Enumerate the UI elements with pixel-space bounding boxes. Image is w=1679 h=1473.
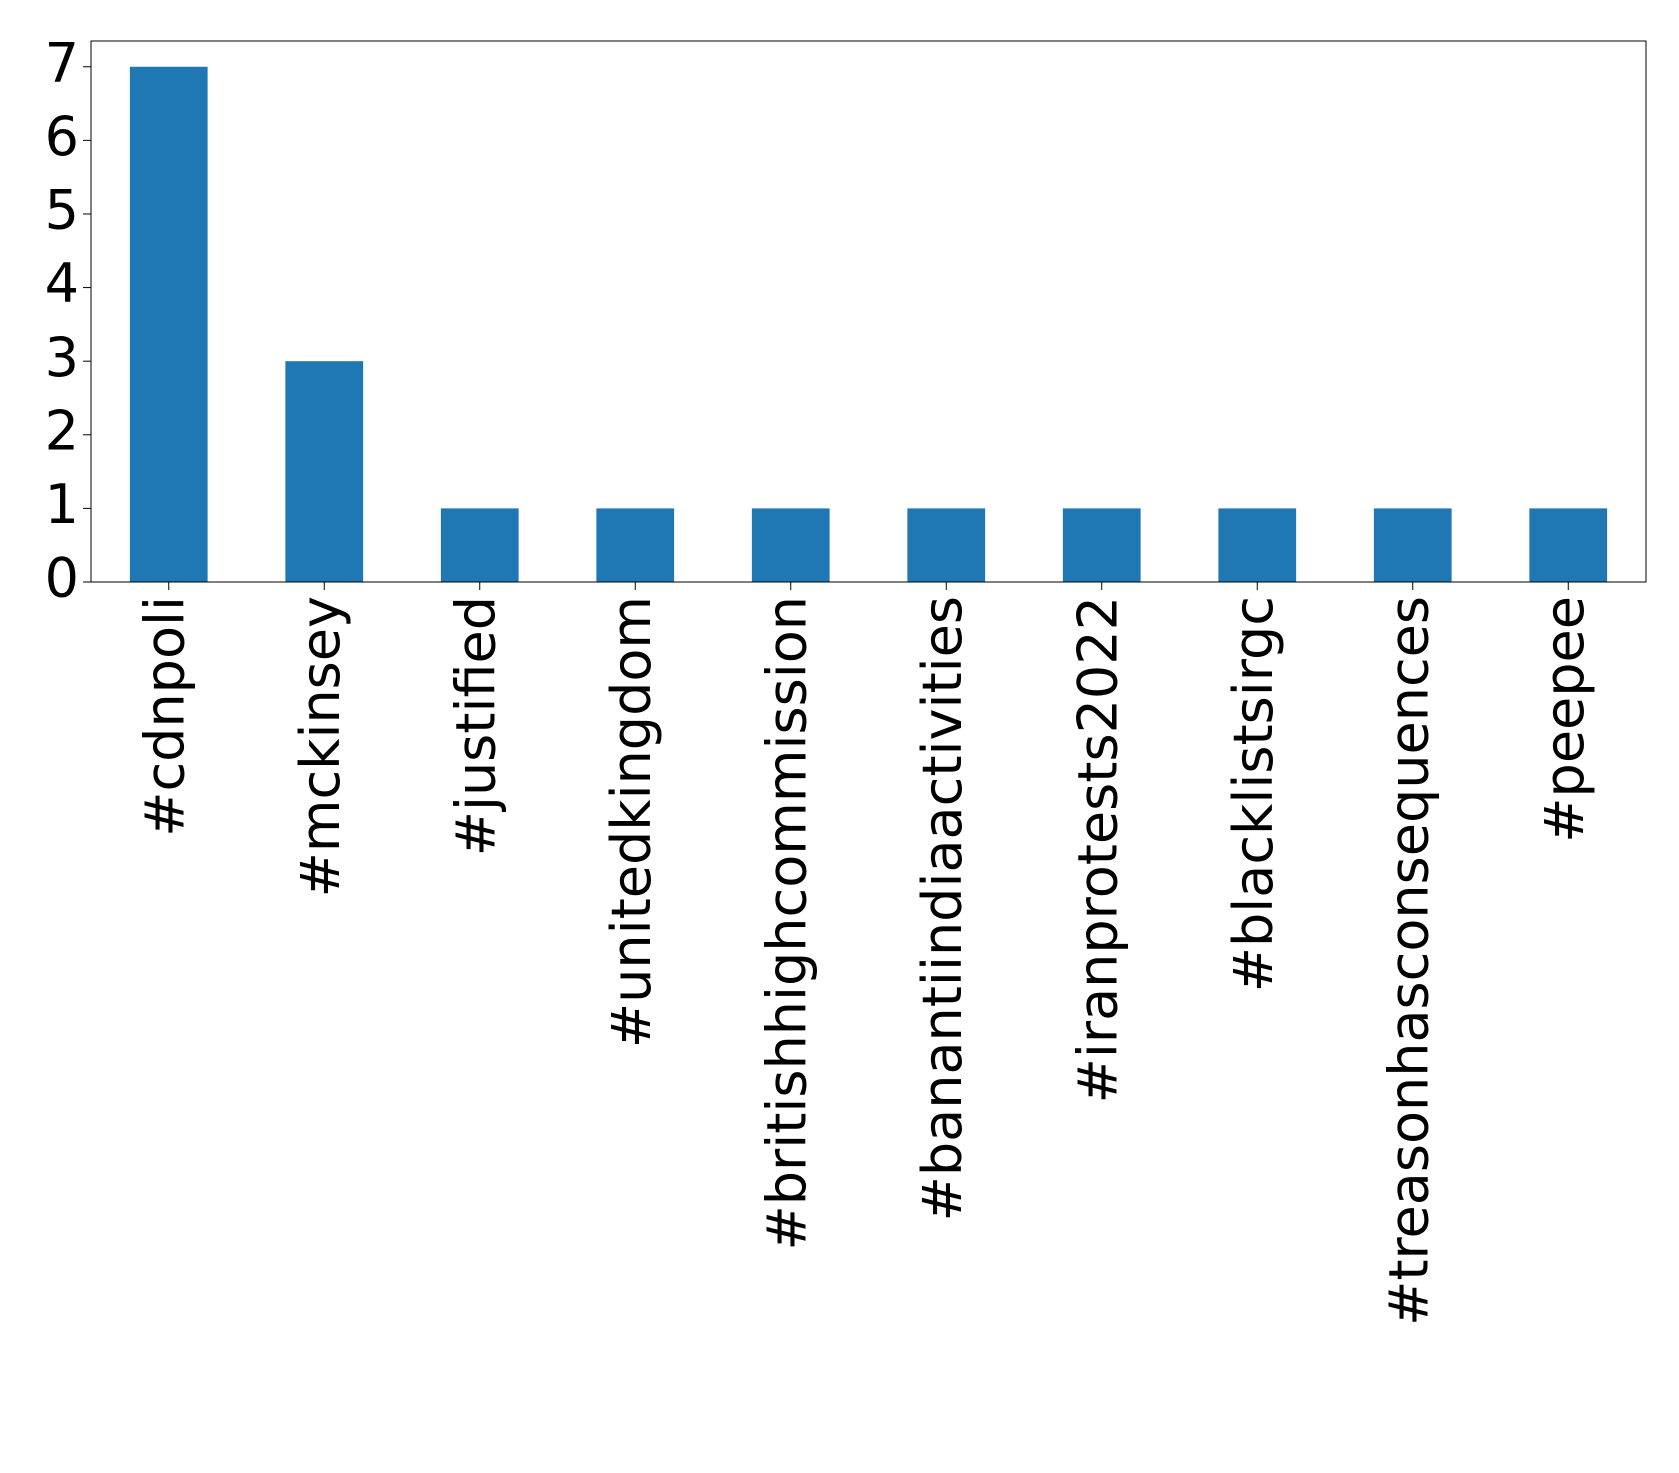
bar [596, 508, 675, 582]
x-tick-label: #cdnpoli [133, 596, 196, 837]
x-tick-label: #peepee [1533, 596, 1596, 843]
plot-frame [90, 40, 1647, 583]
x-tick-label: #mckinsey [289, 596, 352, 897]
x-tick-label: #justified [444, 596, 507, 856]
bar [285, 361, 364, 582]
y-tick-label: 0 [45, 547, 79, 610]
bar [751, 508, 830, 582]
bar [440, 508, 519, 582]
bar [1373, 508, 1452, 582]
bar [1529, 508, 1608, 582]
bar [1062, 508, 1141, 582]
bar [1218, 508, 1297, 582]
x-tick-label: #blacklistsirgc [1222, 596, 1285, 992]
x-tick-label: #treasonhasconsequences [1377, 596, 1440, 1326]
y-tick-label: 6 [45, 105, 79, 168]
x-tick-label: #britishhighcommission [755, 596, 818, 1250]
y-tick-label: 3 [45, 326, 79, 389]
bar [907, 508, 986, 582]
x-tick-label: #unitedkingdom [600, 596, 663, 1048]
y-tick-label: 4 [45, 252, 79, 315]
x-tick-label: #banantiindiaactivities [911, 596, 974, 1221]
y-tick-label: 2 [45, 399, 79, 462]
x-tick-label: #iranprotests2022 [1066, 596, 1129, 1103]
y-tick-label: 1 [45, 473, 79, 536]
y-tick-label: 7 [45, 31, 79, 94]
bar [129, 66, 208, 582]
y-tick-label: 5 [45, 179, 79, 242]
